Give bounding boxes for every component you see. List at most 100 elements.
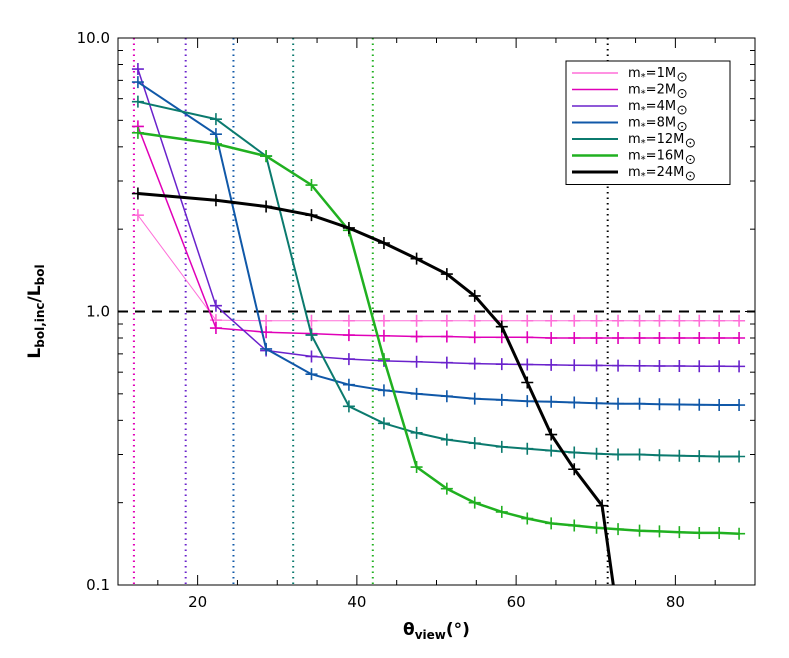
- series-6: [131, 187, 615, 585]
- series-0: [131, 209, 746, 327]
- sun-symbol-dot-icon: [681, 125, 683, 128]
- series-2-point-13: [590, 359, 603, 372]
- series-5-point-18: [693, 526, 706, 539]
- series-4-point-5: [377, 417, 390, 430]
- series-2-point-11: [545, 358, 558, 371]
- sun-symbol-icon: [677, 122, 687, 131]
- series-0-point-13: [590, 314, 603, 327]
- series-0-point-6: [410, 314, 423, 327]
- series-4-point-1: [209, 113, 222, 126]
- x-tick-label: 60: [507, 593, 526, 611]
- series-3: [131, 76, 746, 412]
- series-1-point-7: [440, 330, 453, 343]
- series-5-point-16: [653, 525, 666, 538]
- series-line-5: [137, 131, 740, 535]
- series-5-point-9: [495, 505, 508, 518]
- x-tick-label: 20: [188, 593, 207, 611]
- legend-label-5: m*=16M: [628, 149, 684, 166]
- series-6-point-7: [440, 268, 453, 281]
- series-3-point-11: [545, 395, 558, 408]
- series-4-point-8: [468, 437, 481, 450]
- series-6-point-4: [342, 221, 355, 234]
- series-4-point-9: [495, 440, 508, 453]
- series-1-point-20: [733, 332, 746, 345]
- series-1-point-4: [342, 329, 355, 342]
- series-4-point-20: [733, 450, 746, 463]
- sun-symbol-icon: [677, 105, 687, 115]
- series-5-point-6: [410, 461, 423, 474]
- sun-symbol-dot-icon: [689, 175, 692, 177]
- series-3-point-13: [590, 397, 603, 410]
- series-5-point-8: [468, 496, 481, 509]
- series-2-point-17: [673, 360, 686, 373]
- series-4-point-18: [693, 450, 706, 463]
- series-1-point-15: [633, 332, 646, 345]
- series-0-point-14: [612, 314, 625, 327]
- legend-label-2: m*=4M: [628, 99, 676, 116]
- series-6-point-9: [495, 320, 508, 333]
- series-line-0: [137, 214, 740, 322]
- series-5-point-11: [545, 517, 558, 530]
- legend-label-3: m*=8M: [628, 116, 676, 133]
- series-4-point-16: [653, 449, 666, 462]
- series-3-point-0: [131, 76, 144, 89]
- series-2-point-10: [521, 358, 534, 371]
- series-3-point-14: [612, 397, 625, 410]
- series-3-point-8: [468, 392, 481, 405]
- series-6-point-8: [468, 289, 481, 302]
- series-2-point-9: [495, 358, 508, 371]
- x-axis-label-sub: view: [415, 628, 446, 642]
- series-1-point-19: [713, 332, 726, 345]
- series-1-point-5: [377, 329, 390, 342]
- series-5-point-14: [612, 523, 625, 536]
- series-4-point-6: [410, 426, 423, 439]
- series-0-point-10: [521, 314, 534, 327]
- series-1-point-14: [612, 332, 625, 345]
- series-2-point-0: [131, 63, 144, 76]
- series-1-point-6: [410, 330, 423, 343]
- y-axis-label-sep: /: [25, 295, 45, 302]
- y-tick-label: 10.0: [77, 29, 110, 47]
- sun-symbol-icon: [677, 72, 687, 82]
- series-2-point-8: [468, 357, 481, 370]
- sun-symbol-icon: [685, 171, 695, 181]
- series-2-point-14: [612, 359, 625, 372]
- series-0-point-16: [653, 314, 666, 327]
- y-axis-label-l1: L: [25, 348, 45, 359]
- series-3-point-5: [377, 384, 390, 397]
- series-5-point-19: [713, 526, 726, 539]
- series-0-point-7: [440, 314, 453, 327]
- series-0-point-4: [342, 314, 355, 327]
- series-6-point-1: [209, 194, 222, 207]
- series-4-point-4: [342, 400, 355, 413]
- series-4-point-12: [568, 446, 581, 459]
- legend-label-6: m*=24M: [628, 165, 684, 182]
- series-4-point-0: [131, 95, 144, 108]
- series-4-point-7: [440, 433, 453, 446]
- y-tick-label: 1.0: [86, 303, 110, 321]
- series-6-point-13: [596, 499, 609, 512]
- series-6-point-10: [521, 376, 534, 389]
- series-1-point-1: [209, 322, 222, 335]
- series-1-point-16: [653, 332, 666, 345]
- sun-symbol-dot-icon: [689, 142, 692, 144]
- series-3-point-19: [713, 399, 726, 412]
- series-4-point-15: [633, 448, 646, 461]
- series-6-point-11: [545, 428, 558, 441]
- series-5-point-3: [305, 179, 318, 192]
- series-5-point-1: [209, 137, 222, 150]
- series-0-point-8: [468, 314, 481, 327]
- series-0-point-19: [713, 314, 726, 327]
- series-5-point-17: [673, 526, 686, 539]
- y-axis-label-s2: bol: [33, 264, 47, 285]
- series-3-point-4: [342, 378, 355, 391]
- series-1-point-13: [590, 332, 603, 345]
- sun-symbol-icon: [685, 138, 695, 148]
- series-2-point-1: [209, 299, 222, 312]
- series-3-point-18: [693, 398, 706, 411]
- series-2-point-4: [342, 353, 355, 366]
- legend-label-1: m*=2M: [628, 83, 676, 100]
- series-2-point-3: [305, 350, 318, 363]
